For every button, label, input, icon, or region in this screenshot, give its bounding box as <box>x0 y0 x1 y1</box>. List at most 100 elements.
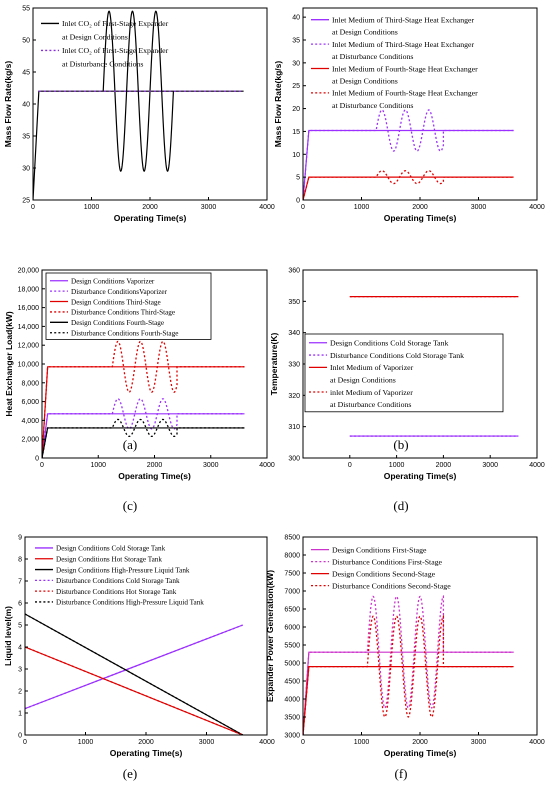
legend-entry-0: Design Conditions First-Stage <box>332 545 427 554</box>
y-tick-label: 7500 <box>284 571 300 578</box>
y-tick-label: 45 <box>22 70 30 77</box>
y-axis-label: Liquid level(m) <box>3 606 13 666</box>
x-tick-label: 2000 <box>147 462 163 469</box>
series-line-3 <box>303 170 514 200</box>
y-tick-label: 8000 <box>284 553 300 560</box>
y-axis-label: Mass Flow Rate(kg/s) <box>273 61 283 148</box>
x-tick-label: 3000 <box>201 204 217 211</box>
x-tick-label: 2000 <box>412 739 428 746</box>
series-line-2 <box>303 666 514 735</box>
y-tick-label: 2 <box>18 689 22 696</box>
x-tick-label: 0 <box>40 462 44 469</box>
plot-area <box>349 295 519 437</box>
legend-entry-0: Inlet Medium of Third-Stage Heat Exchang… <box>332 16 475 37</box>
x-axis-label: Operating Time(s) <box>384 471 457 481</box>
caption-b: (b) <box>393 437 409 452</box>
x-tick-label: 1000 <box>78 739 94 746</box>
legend-entry-0: Inlet CO₂ of First-Stage Expander at Desi… <box>62 19 169 41</box>
x-tick-label: 0 <box>348 462 352 469</box>
y-tick-label: 35 <box>22 134 30 141</box>
y-tick-label: 9 <box>18 535 22 542</box>
x-tick-label: 4000 <box>529 204 545 211</box>
y-tick-label: 8500 <box>284 535 300 542</box>
y-tick-label: 10,000 <box>18 362 40 369</box>
caption-a: (a) <box>122 437 138 452</box>
y-tick-label: 12,000 <box>18 343 40 350</box>
x-axis-label: Operating Time(s) <box>110 748 183 758</box>
y-tick-label: 10 <box>292 152 300 159</box>
y-tick-label: 0 <box>296 198 300 205</box>
y-tick-label: 30 <box>292 60 300 67</box>
legend-entry-1: Inlet Medium of Third-Stage Heat Exchang… <box>332 40 475 61</box>
legend-entry-2: Inlet Medium of Fourth-Stage Heat Exchan… <box>332 64 478 85</box>
y-tick-label: 7 <box>18 579 22 586</box>
plot-area <box>303 109 514 200</box>
y-tick-label: 4500 <box>284 679 300 686</box>
series-line-3 <box>42 340 245 458</box>
plot-area <box>25 613 244 735</box>
y-tick-label: 25 <box>292 83 300 90</box>
caption-d: (d) <box>393 498 409 513</box>
y-tick-label: 5 <box>296 175 300 182</box>
y-tick-label: 5 <box>18 623 22 630</box>
series-line-2 <box>303 176 514 200</box>
x-tick-label: 0 <box>31 204 35 211</box>
legend-entry-4: Design Conditions Fourth-Stage <box>71 319 164 327</box>
legend-entry-3: inlet Medium of Vaporizer at Disturbance … <box>330 388 413 409</box>
y-tick-label: 8,000 <box>21 380 39 387</box>
series-line-3 <box>25 624 244 710</box>
plot-frame <box>302 536 538 736</box>
y-tick-label: 40 <box>22 102 30 109</box>
y-tick-label: 4000 <box>284 697 300 704</box>
x-tick-label: 3000 <box>471 739 487 746</box>
chart-panel-4: 0 1000 2000 3000 4000 0 1 2 3 4 5 6 7 8 9 Operating Tim… <box>3 535 275 759</box>
plot-area <box>42 340 245 458</box>
legend-entry-3: Disturbance Conditions Third-Stage <box>71 309 175 317</box>
y-tick-label: 0 <box>18 733 22 740</box>
legend-entry-4: Disturbance Conditions Hot Storage Tank <box>56 588 177 596</box>
x-tick-label: 1000 <box>389 462 405 469</box>
y-tick-label: 5000 <box>284 661 300 668</box>
series-line-0 <box>33 90 244 200</box>
plot-area <box>33 10 244 200</box>
chart-panel-2: 0 1000 2000 3000 4000 0 2,000 4,000 6,000 8,000 10… <box>4 268 275 482</box>
chart-panel-3: 0 1000 2000 3000 4000 300 310 320 330 340 350 360 Op… <box>269 268 545 482</box>
y-tick-label: 14,000 <box>18 324 40 331</box>
chart-panel-5: 0 1000 2000 3000 4000 3000 3500 4000 4500 5000 550… <box>265 535 545 759</box>
legend-entry-3: Inlet Medium of Fourth-Stage Heat Exchan… <box>332 89 478 110</box>
y-tick-label: 8 <box>18 557 22 564</box>
y-tick-label: 20 <box>292 106 300 113</box>
x-axis-label: Operating Time(s) <box>118 471 191 481</box>
y-tick-label: 3500 <box>284 715 300 722</box>
series-line-3 <box>303 614 514 735</box>
caption-e: (e) <box>122 766 138 781</box>
y-tick-label: 330 <box>288 362 300 369</box>
legend-entry-0: Design Conditions Vaporizer <box>71 278 155 286</box>
x-tick-label: 1000 <box>90 462 106 469</box>
x-tick-label: 3000 <box>471 204 487 211</box>
x-tick-label: 4000 <box>529 462 545 469</box>
y-tick-label: 16,000 <box>18 305 40 312</box>
legend-entry-1: Disturbance Conditions First-Stage <box>332 557 443 566</box>
x-tick-label: 0 <box>301 739 305 746</box>
y-tick-label: 6,000 <box>21 399 39 406</box>
y-tick-label: 7000 <box>284 589 300 596</box>
series-line-5 <box>42 418 245 458</box>
y-tick-label: 4,000 <box>21 418 39 425</box>
legend-entry-1: Disturbance ConditionsVaporizer <box>71 288 168 296</box>
series-line-0 <box>303 651 514 735</box>
legend-entry-3: Disturbance Conditions Cold Storage Tank <box>56 577 180 585</box>
y-tick-label: 30 <box>22 166 30 173</box>
plot-area <box>303 594 514 735</box>
series-line-5 <box>25 613 244 735</box>
x-tick-label: 0 <box>23 739 27 746</box>
legend-entry-2: Design Conditions Second-Stage <box>332 569 436 578</box>
legend-entry-2: Design Conditions Third-Stage <box>71 298 161 306</box>
x-tick-label: 3000 <box>199 739 215 746</box>
x-tick-label: 2000 <box>412 204 428 211</box>
caption-f: (f) <box>394 766 408 781</box>
y-tick-label: 55 <box>22 6 30 13</box>
series-line-0 <box>303 129 514 200</box>
